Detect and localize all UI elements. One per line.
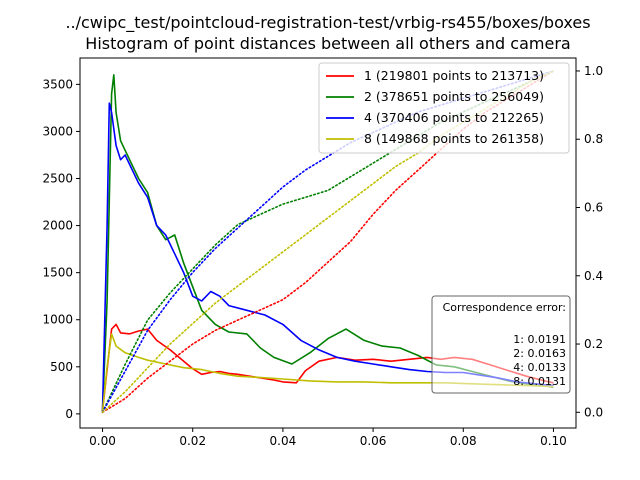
annotation-heading: Correspondence error: [443,301,566,314]
annotation-box [431,295,571,394]
y-left-tick-label-2500: 2500 [42,172,73,186]
x-tick-label-0-00: 0.00 [89,434,116,448]
x-tick-label-0-08: 0.08 [450,434,477,448]
y-left-tick-label-3000: 3000 [42,124,73,138]
annotation-line-1: 1: 0.0191 [513,333,566,346]
legend-label-2: 2 (378651 points to 256049) [364,89,544,104]
legend-label-4: 8 (149868 points to 261358) [364,131,544,146]
y-left-tick-label-2000: 2000 [42,219,73,233]
y-right-tick-label-1-0: 1.0 [584,64,603,78]
y-left-tick-label-3500: 3500 [42,77,73,91]
x-tick-label-0-10: 0.10 [540,434,567,448]
axes-frame [79,57,577,429]
legend-box [318,62,570,154]
annotation-line-4: 8: 0.0131 [513,375,566,388]
legend-label-3: 4 (370406 points to 212265) [364,110,544,125]
legend-label-1: 1 (219801 points to 213713) [364,68,544,83]
x-tick-label-0-04: 0.04 [270,434,297,448]
y-right-axis: 0.0 0.2 0.4 0.6 0.8 1.0 [576,64,603,419]
y-right-tick-label-0-6: 0.6 [584,201,603,215]
annotation-line-3: 4: 0.0133 [513,361,566,374]
y-left-tick-label-1500: 1500 [42,266,73,280]
y-left-tick-label-1000: 1000 [42,313,73,327]
y-right-tick-label-0-4: 0.4 [584,269,603,283]
x-tick-label-0-02: 0.02 [179,434,206,448]
chart-title-line2: Histogram of point distances between all… [85,34,570,53]
legend: 1 (219801 points to 213713) 2 (378651 poi… [318,62,570,154]
chart-title-line1: ../cwipc_test/pointcloud-registration-te… [65,13,590,33]
y-left-tick-label-500: 500 [50,360,73,374]
y-right-tick-label-0-8: 0.8 [584,132,603,146]
y-left-tick-label-0: 0 [65,407,73,421]
correspondence-error-box: Correspondence error: 1: 0.0191 2: 0.016… [431,295,571,394]
x-axis: 0.00 0.02 0.04 0.06 0.08 0.10 [89,428,567,448]
legend-items: 1 (219801 points to 213713) 2 (378651 poi… [326,68,544,146]
y-right-tick-label-0-2: 0.2 [584,337,603,351]
x-tick-label-0-06: 0.06 [360,434,387,448]
annotation-line-2: 2: 0.0163 [513,347,566,360]
y-left-axis: 0 500 1000 1500 2000 2500 3000 3500 [42,77,80,421]
y-right-tick-label-0-0: 0.0 [584,405,603,419]
